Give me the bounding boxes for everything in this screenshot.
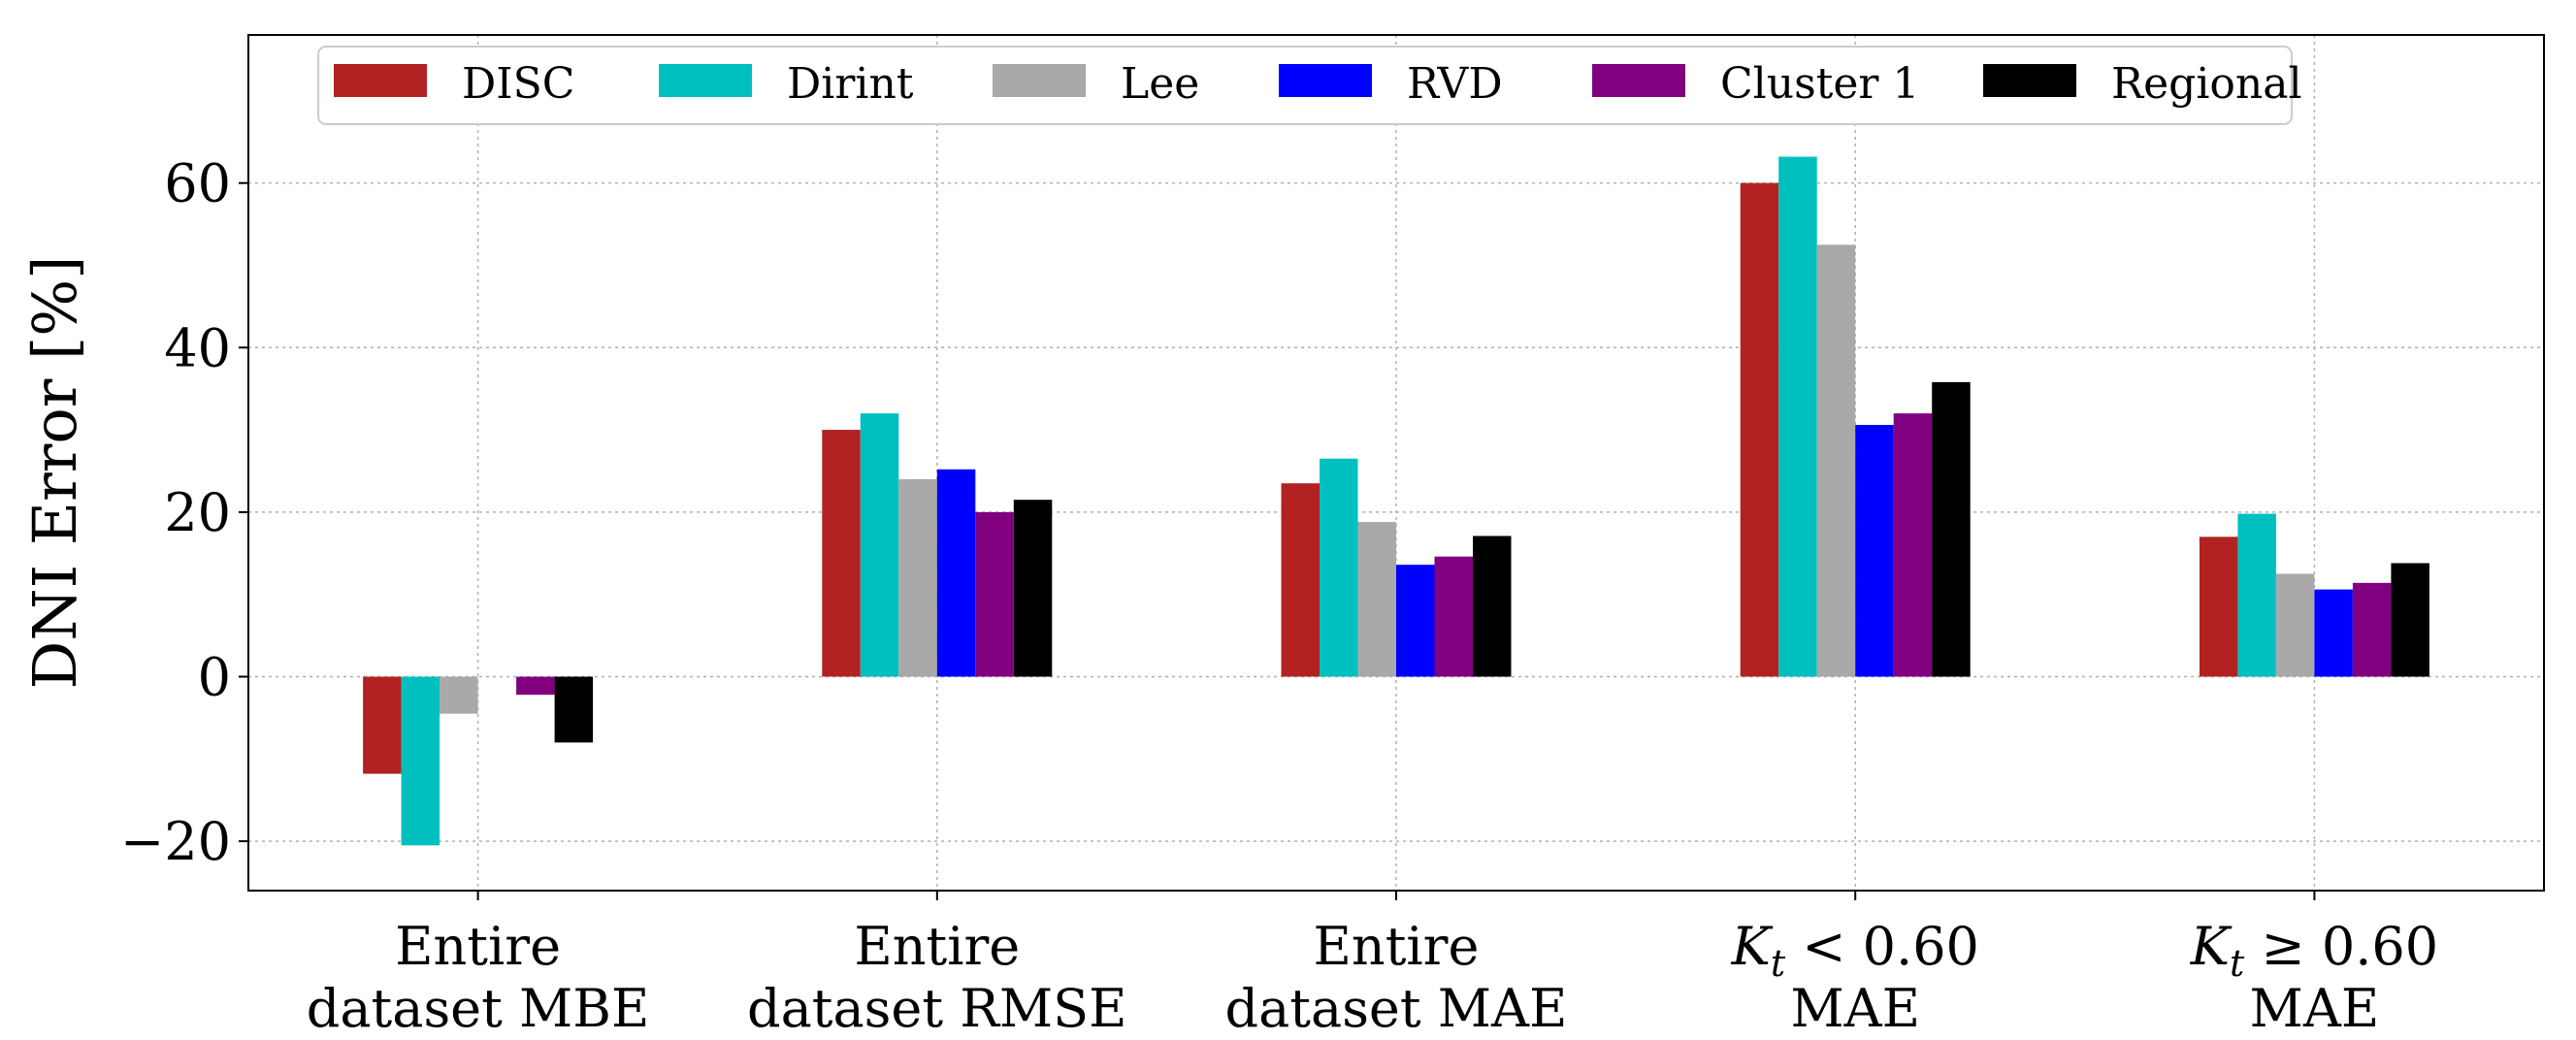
y-axis-ticks: −20 0 20 40 60 xyxy=(120,153,248,872)
legend-label: Lee xyxy=(1121,59,1199,109)
x-tick-label: dataset RMSE xyxy=(747,978,1127,1039)
x-tick-label: dataset MBE xyxy=(307,978,650,1039)
y-tick-label: 60 xyxy=(164,153,231,214)
legend-swatch xyxy=(659,64,752,97)
bar xyxy=(1932,381,1971,677)
bar xyxy=(1855,424,1894,677)
legend-swatch xyxy=(1592,64,1685,97)
bar xyxy=(822,430,861,677)
legend-label: RVD xyxy=(1407,59,1503,109)
bar xyxy=(2199,536,2238,677)
bar xyxy=(1473,536,1512,677)
x-tick-label: Entire xyxy=(854,916,1020,977)
bar xyxy=(401,676,440,846)
legend-swatch xyxy=(1983,64,2076,97)
bar xyxy=(860,413,899,677)
bar xyxy=(2391,563,2429,677)
bar xyxy=(1778,156,1817,677)
bar xyxy=(554,676,594,743)
y-tick-label: −20 xyxy=(120,811,231,872)
bar xyxy=(1816,244,1856,677)
grid xyxy=(248,35,2544,891)
bar xyxy=(1740,182,1779,677)
x-tick-label: Kt ≥ 0.60 xyxy=(2190,916,2438,985)
y-axis-label: DNI Error [%] xyxy=(19,256,90,690)
x-tick-label: MAE xyxy=(2250,978,2380,1039)
legend-swatch xyxy=(1279,64,1372,97)
bar xyxy=(975,511,1014,677)
bar xyxy=(363,676,402,774)
bar xyxy=(1893,413,1933,677)
legend-label: Dirint xyxy=(787,59,914,109)
bars xyxy=(363,156,2429,846)
legend: DISC Dirint Lee RVD Cluster 1 Regional xyxy=(317,46,2302,125)
y-tick-label: 40 xyxy=(164,317,231,378)
bar xyxy=(1396,565,1435,677)
bar xyxy=(2314,589,2353,677)
bar xyxy=(2352,582,2392,677)
bar xyxy=(2275,573,2315,677)
bar xyxy=(516,676,555,696)
bar xyxy=(1357,522,1396,677)
bar xyxy=(1434,556,1473,677)
y-tick-label: 0 xyxy=(198,647,231,708)
x-tick-label: Kt < 0.60 xyxy=(1730,916,1978,985)
x-tick-label: Entire xyxy=(395,916,561,977)
bar xyxy=(2237,513,2276,677)
legend-swatch xyxy=(993,64,1086,97)
legend-label: DISC xyxy=(462,59,574,109)
bar xyxy=(936,469,976,677)
bar xyxy=(1320,458,1358,677)
legend-label: Cluster 1 xyxy=(1720,59,1919,109)
bar xyxy=(898,478,937,677)
bar xyxy=(440,676,478,714)
legend-swatch xyxy=(334,64,427,97)
bar xyxy=(1013,500,1053,677)
x-tick-label: MAE xyxy=(1790,978,1920,1039)
bar xyxy=(1281,483,1320,677)
x-tick-label: Entire xyxy=(1314,916,1480,977)
y-tick-label: 20 xyxy=(164,482,231,543)
x-tick-label: dataset MAE xyxy=(1225,978,1568,1039)
legend-label: Regional xyxy=(2111,59,2302,109)
